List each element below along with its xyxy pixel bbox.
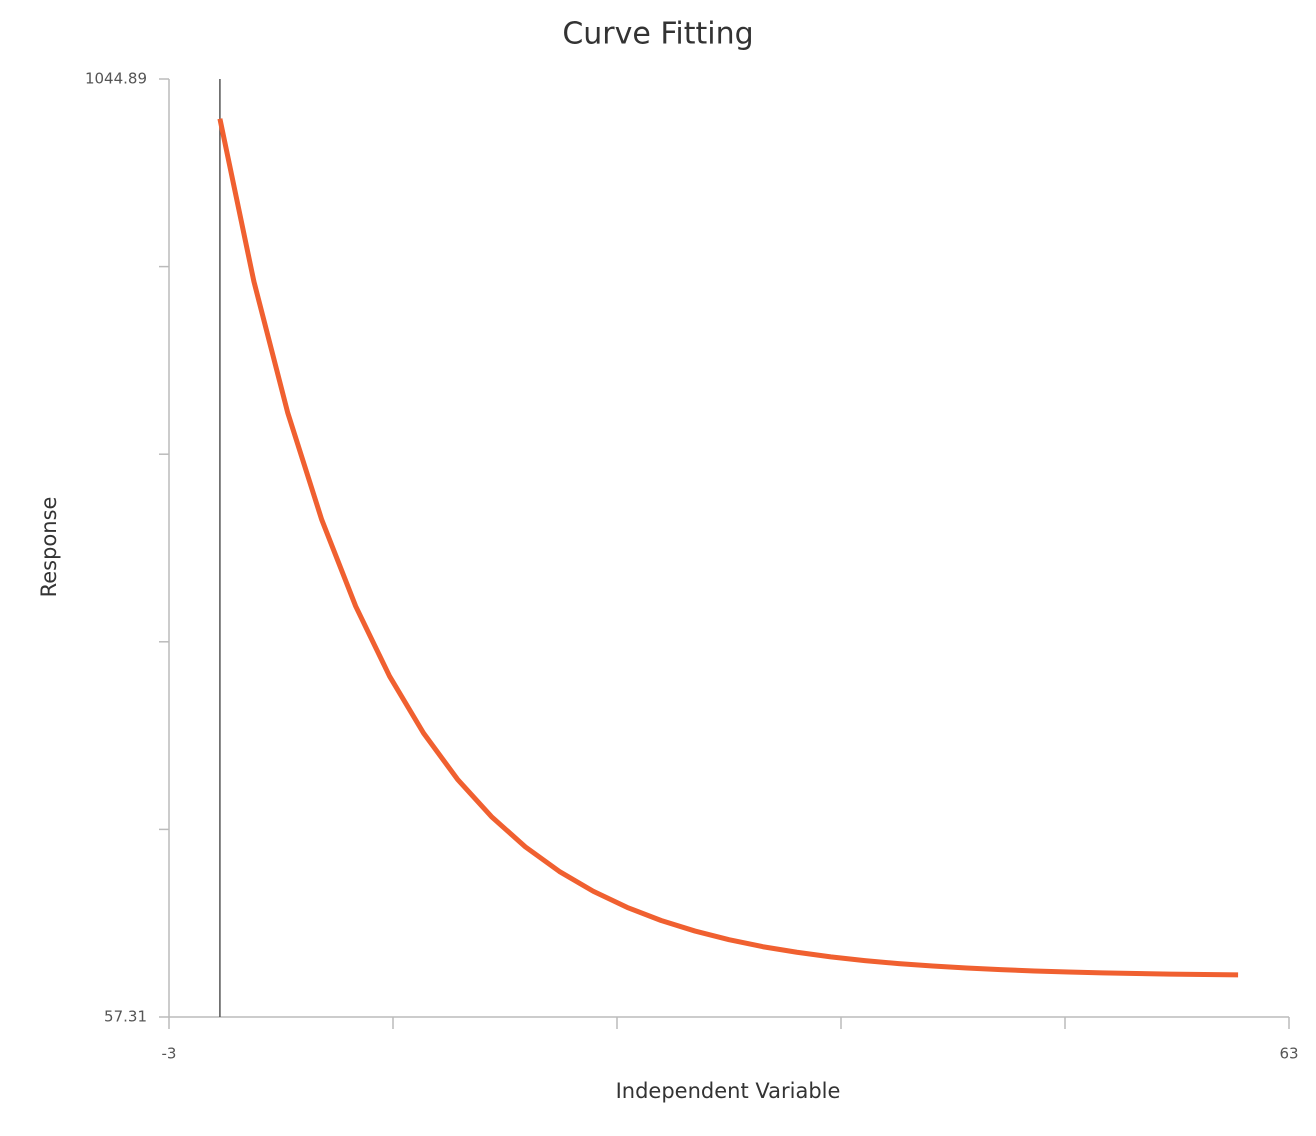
x-axis-title: Independent Variable xyxy=(616,1079,841,1103)
x-tick-label: 63 xyxy=(1279,1045,1298,1063)
fit-curve xyxy=(217,118,1239,978)
y-axis-title: Response xyxy=(37,497,61,598)
x-tick-label: -3 xyxy=(162,1045,177,1063)
chart-title: Curve Fitting xyxy=(562,17,753,52)
y-tick-label: 1044.89 xyxy=(85,70,147,88)
y-tick-label: 57.31 xyxy=(104,1008,147,1026)
